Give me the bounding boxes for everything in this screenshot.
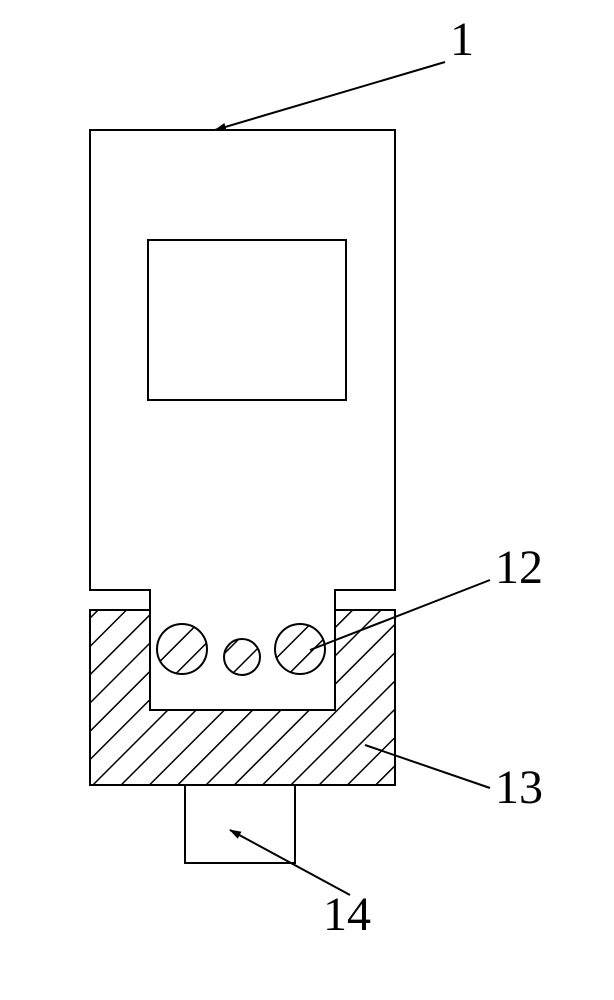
- detail-circle-2: [224, 639, 260, 675]
- detail-circle-3: [275, 624, 325, 674]
- leader-l1: [215, 62, 445, 130]
- label-l1: 1: [450, 13, 474, 66]
- inner-window: [148, 240, 346, 400]
- label-l14: 14: [323, 888, 371, 941]
- label-l13: 13: [495, 761, 543, 814]
- bottom-tab: [185, 785, 295, 863]
- detail-circle-1: [157, 624, 207, 674]
- technical-diagram: 1 12 13 14: [0, 0, 614, 1000]
- label-l12: 12: [495, 541, 543, 594]
